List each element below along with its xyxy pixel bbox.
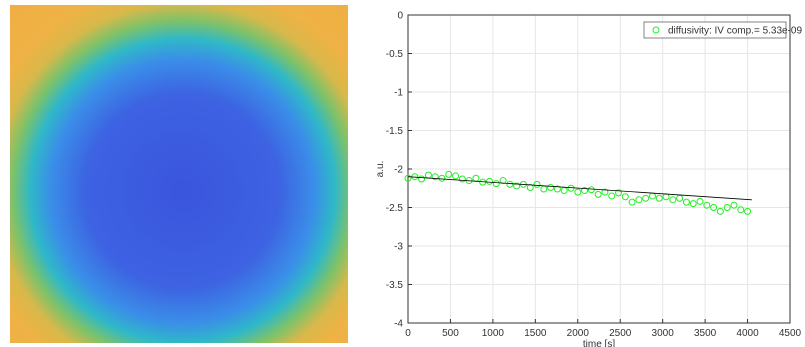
data-point — [431, 173, 439, 181]
data-point — [716, 207, 724, 215]
axes-box — [407, 14, 791, 324]
data-point — [642, 194, 650, 202]
data-point — [594, 190, 602, 198]
data-point — [533, 180, 541, 188]
data-point — [452, 172, 460, 180]
y-tick-label: -3 — [394, 242, 403, 253]
x-tick-label: 1500 — [524, 328, 547, 339]
data-point — [628, 198, 636, 206]
data-point — [492, 180, 500, 188]
y-tick-label: 0 — [397, 11, 403, 22]
data-point — [513, 182, 521, 190]
data-point — [669, 196, 677, 204]
data-point — [696, 197, 704, 205]
data-point — [682, 198, 690, 206]
x-tick-label: 2500 — [609, 328, 632, 339]
data-point — [499, 177, 507, 185]
x-tick-label: 1000 — [482, 328, 505, 339]
data-point — [621, 193, 629, 201]
legend-label: diffusivity: IV comp.= 5.33e-09 — [668, 26, 802, 37]
data-point — [458, 175, 466, 183]
data-point — [703, 201, 711, 209]
data-point — [608, 192, 616, 200]
data-point — [601, 188, 609, 196]
x-tick-label: 3000 — [652, 328, 675, 339]
x-tick-label: 3500 — [694, 328, 717, 339]
x-tick-label: 500 — [442, 328, 459, 339]
y-tick-label: -0.5 — [386, 49, 404, 60]
y-axis-label: a.u. — [375, 161, 386, 178]
data-point — [445, 170, 453, 178]
y-tick-label: -2 — [394, 165, 403, 176]
data-point — [689, 200, 697, 208]
y-tick-label: -3.5 — [386, 280, 404, 291]
heatmap-image — [10, 5, 348, 343]
data-point — [730, 201, 738, 209]
data-point — [723, 204, 731, 211]
data-point — [581, 187, 589, 195]
data-point — [655, 194, 663, 202]
x-tick-label: 0 — [405, 328, 411, 339]
legend-box — [643, 21, 787, 39]
y-tick-label: -1.5 — [386, 126, 404, 137]
data-point — [737, 206, 745, 214]
y-tick-label: -1 — [394, 88, 403, 99]
data-point — [744, 207, 752, 215]
data-point — [438, 174, 446, 182]
fit-line — [407, 176, 752, 201]
data-point — [547, 183, 555, 191]
data-point — [526, 183, 534, 191]
y-tick-label: -2.5 — [386, 203, 404, 214]
data-point — [587, 186, 595, 194]
data-point — [418, 175, 426, 183]
data-point — [574, 188, 582, 196]
data-point — [404, 174, 412, 182]
data-point — [485, 177, 493, 185]
data-point — [615, 189, 623, 197]
data-point — [506, 180, 514, 188]
x-tick-label: 4500 — [779, 328, 802, 339]
legend-marker — [652, 26, 660, 34]
x-axis-label: time [s] — [583, 339, 615, 347]
x-tick-label: 4000 — [736, 328, 759, 339]
y-tick-label: -4 — [394, 319, 403, 330]
x-tick-label: 2000 — [567, 328, 590, 339]
data-point — [710, 204, 718, 211]
data-point — [553, 185, 561, 193]
data-point — [635, 196, 643, 204]
